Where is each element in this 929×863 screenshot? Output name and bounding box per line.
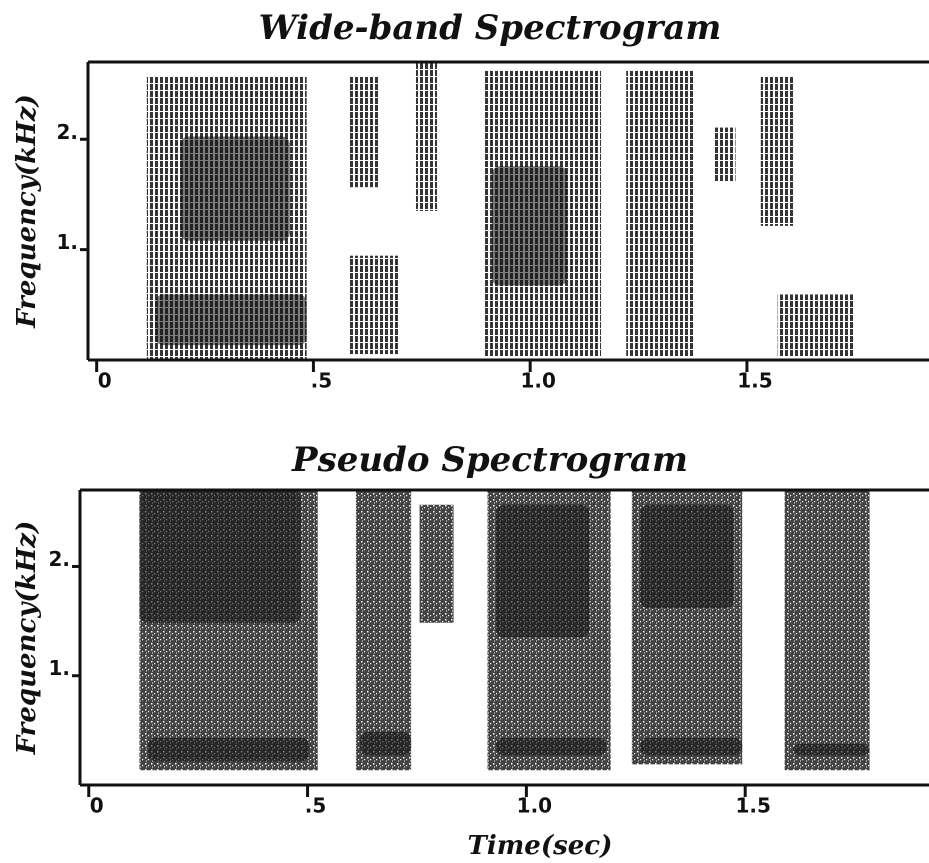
spectral-energy-dark [180,136,290,241]
y-tick-label: 2. [56,120,78,144]
spectral-energy-dark [491,166,568,286]
spectral-energy-dark [139,490,301,623]
spectral-energy-dark [640,737,743,756]
x-tick-label: 0 [90,794,104,818]
spectral-energy [714,127,736,182]
spectral-energy [626,70,694,358]
spectral-energy [348,76,379,188]
spectral-energy [784,490,870,771]
spectral-energy-dark [793,743,870,756]
spectral-energy [760,76,795,226]
y-tick-label: 1. [56,230,78,254]
y-axis-label: Frequency(kHz) [12,94,42,329]
x-tick-label: 1.0 [520,369,555,393]
chart-title: Wide-band Spectrogram [259,8,722,48]
x-tick-label: .5 [305,794,327,818]
x-tick-label: 1.0 [517,794,552,818]
spectral-energy-dark [147,737,310,762]
spectral-energy [419,504,454,623]
x-tick-label: 1.5 [735,794,770,818]
spectral-energy-dark [496,504,590,638]
x-tick-label: 1.5 [737,369,772,393]
chart-title: Pseudo Spectrogram [291,440,688,480]
spectral-energy [348,255,400,355]
x-tick-label: 0 [98,369,112,393]
spectral-energy [415,62,438,211]
spectral-energy-dark [360,731,412,756]
spectral-energy-dark [640,504,734,608]
spectral-energy-dark [155,294,307,346]
x-axis-label: Time(sec) [468,831,613,861]
y-tick-label: 1. [48,656,70,680]
spectral-energy-dark [496,737,607,756]
y-tick-label: 2. [48,547,70,571]
y-axis-label: Frequency(kHz) [12,521,42,756]
x-tick-label: .5 [311,369,333,393]
spectral-energy [355,490,412,771]
spectral-energy [777,294,854,358]
